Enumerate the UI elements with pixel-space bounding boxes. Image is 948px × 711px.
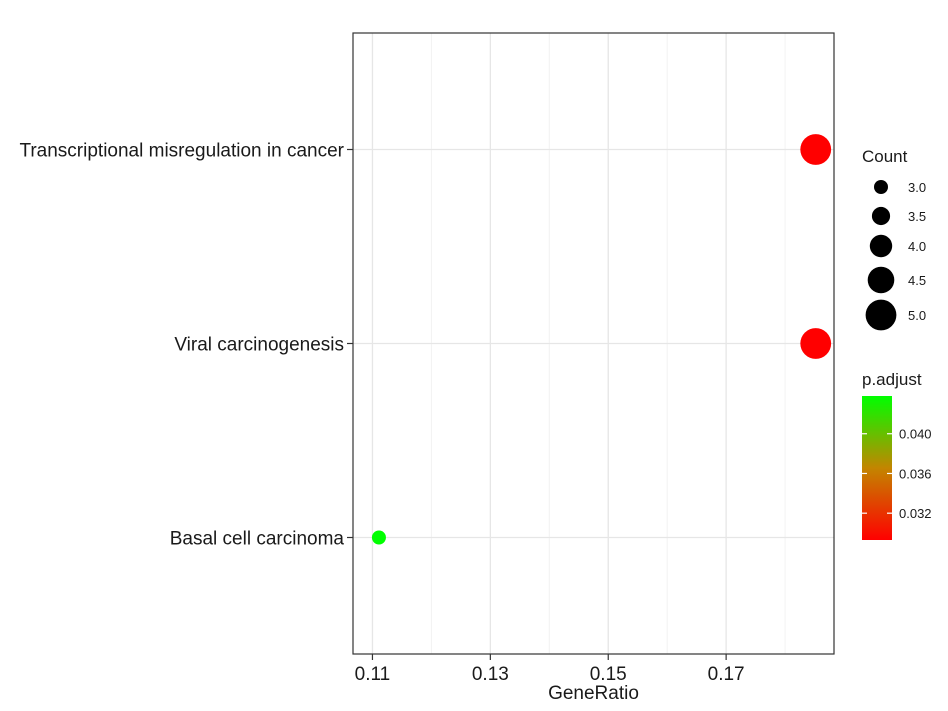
y-tick-label: Viral carcinogenesis (174, 335, 344, 356)
count-legend-key (869, 234, 893, 258)
p-adjust-colorbar (862, 396, 892, 540)
count-legend-title: Count (862, 147, 908, 166)
colorbar-label: 0.036 (899, 466, 932, 481)
y-axis: Transcriptional misregulation in cancer V… (19, 141, 353, 550)
x-tick-label: 0.17 (708, 664, 745, 685)
x-tick-label: 0.15 (590, 664, 627, 685)
count-legend-label: 4.5 (908, 273, 926, 288)
colorbar-label: 0.032 (899, 506, 932, 521)
x-axis: 0.11 0.13 0.15 0.17 (355, 654, 745, 685)
y-tick-label: Transcriptional misregulation in cancer (19, 141, 344, 162)
data-points (371, 134, 832, 545)
data-point (800, 134, 832, 165)
count-legend-key (867, 266, 895, 294)
p-adjust-legend: p.adjust 0.040 0.036 0.032 (862, 370, 932, 540)
x-tick-label: 0.13 (472, 664, 509, 685)
colorbar-label: 0.040 (899, 427, 932, 442)
count-legend-label: 4.0 (908, 239, 926, 254)
count-legend-label: 3.0 (908, 180, 926, 195)
p-adjust-legend-title: p.adjust (862, 370, 922, 389)
count-legend: Count 3.0 3.5 4.0 4.5 5.0 (862, 147, 926, 331)
count-legend-label: 3.5 (908, 209, 926, 224)
y-tick-label: Basal cell carcinoma (170, 529, 345, 550)
data-point (800, 328, 832, 359)
grid (353, 33, 834, 654)
count-legend-key (874, 180, 888, 194)
x-tick-label: 0.11 (355, 664, 391, 685)
x-axis-title: GeneRatio (548, 683, 639, 704)
data-point (371, 530, 386, 545)
count-legend-key (871, 206, 891, 226)
count-legend-key (865, 299, 897, 331)
count-legend-label: 5.0 (908, 308, 926, 323)
